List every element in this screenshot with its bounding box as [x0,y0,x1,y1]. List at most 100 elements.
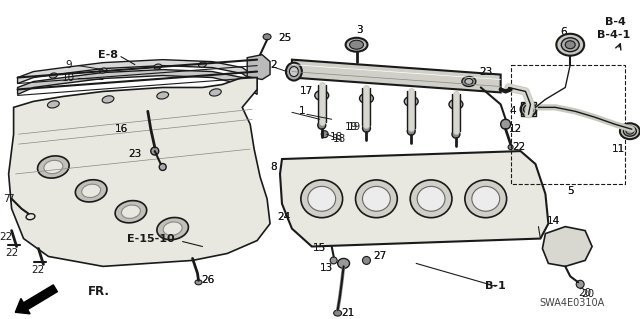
Text: B-4: B-4 [605,17,626,27]
Ellipse shape [82,184,100,197]
Ellipse shape [289,67,298,77]
Text: 20: 20 [579,288,592,298]
Ellipse shape [286,63,302,80]
Text: 4: 4 [509,106,516,116]
Ellipse shape [472,186,500,211]
Text: 11: 11 [611,144,625,154]
Text: 21: 21 [341,308,354,318]
Text: 16: 16 [115,124,127,134]
Ellipse shape [417,186,445,211]
FancyArrow shape [15,285,58,314]
Text: 4: 4 [509,106,516,116]
Text: 22: 22 [512,142,525,152]
Polygon shape [17,70,257,94]
Polygon shape [292,60,500,93]
Ellipse shape [520,102,536,116]
Ellipse shape [407,127,415,135]
Text: 18: 18 [330,132,343,142]
Bar [520,102,536,116]
Text: 22: 22 [0,232,12,241]
Ellipse shape [362,124,371,132]
Text: 21: 21 [341,308,354,318]
Text: 10: 10 [61,72,75,83]
Text: FR.: FR. [88,285,110,298]
Ellipse shape [122,205,140,219]
Text: 15: 15 [313,243,326,254]
Ellipse shape [154,64,162,69]
Text: 17: 17 [300,86,314,96]
Ellipse shape [362,256,371,264]
Text: 20: 20 [582,289,595,299]
Ellipse shape [349,40,364,49]
Ellipse shape [163,222,182,235]
Text: 27: 27 [372,251,386,262]
Ellipse shape [565,41,575,49]
Polygon shape [17,60,257,84]
Text: B-1: B-1 [485,281,506,291]
Ellipse shape [576,280,584,288]
Ellipse shape [346,38,367,52]
Text: 6: 6 [560,27,566,37]
Text: E-8: E-8 [98,50,118,60]
Text: 15: 15 [313,243,326,254]
Ellipse shape [410,180,452,218]
Ellipse shape [452,130,460,138]
Ellipse shape [321,131,328,138]
Text: E-15-10: E-15-10 [127,234,175,243]
Ellipse shape [49,73,58,78]
Ellipse shape [362,186,390,211]
Ellipse shape [524,105,534,114]
Text: 24: 24 [277,212,291,222]
Text: 13: 13 [320,263,333,273]
Text: 8: 8 [271,162,277,172]
Text: 5: 5 [567,186,573,196]
Text: 12: 12 [509,124,522,134]
Text: 22: 22 [6,249,19,258]
Text: 23: 23 [128,149,141,159]
Text: 12: 12 [509,124,522,134]
Text: 3: 3 [356,25,363,35]
Ellipse shape [356,180,397,218]
Ellipse shape [115,201,147,223]
Text: 6: 6 [560,27,566,37]
Ellipse shape [263,34,271,40]
Ellipse shape [561,38,579,52]
Ellipse shape [159,164,166,170]
Polygon shape [543,226,592,266]
Ellipse shape [151,147,159,155]
Text: 9: 9 [65,60,72,70]
Ellipse shape [318,121,326,129]
Text: 25: 25 [278,33,292,43]
Text: 23: 23 [479,67,492,77]
Ellipse shape [76,180,107,202]
Text: 14: 14 [547,216,560,226]
Text: 19: 19 [345,122,358,132]
Text: 11: 11 [611,144,625,154]
Text: 22: 22 [31,265,45,275]
Ellipse shape [330,257,337,264]
Text: 1: 1 [298,106,305,116]
Text: SWA4E0310A: SWA4E0310A [540,298,605,308]
Text: 7: 7 [6,194,13,204]
Text: 1: 1 [298,106,305,116]
Ellipse shape [198,62,206,67]
Ellipse shape [620,123,640,139]
Ellipse shape [626,128,634,134]
Polygon shape [247,55,270,79]
Ellipse shape [301,180,342,218]
Ellipse shape [556,34,584,56]
Ellipse shape [333,310,342,316]
Ellipse shape [462,77,476,86]
Ellipse shape [209,89,221,96]
Text: 5: 5 [567,186,573,196]
Text: 16: 16 [115,124,127,134]
Ellipse shape [360,93,373,103]
Text: 24: 24 [277,212,291,222]
Ellipse shape [508,145,513,150]
Text: 23: 23 [128,149,141,159]
Ellipse shape [404,96,418,106]
Ellipse shape [465,78,473,85]
Ellipse shape [157,92,168,99]
Text: 2: 2 [271,60,277,70]
Text: 19: 19 [348,122,361,132]
